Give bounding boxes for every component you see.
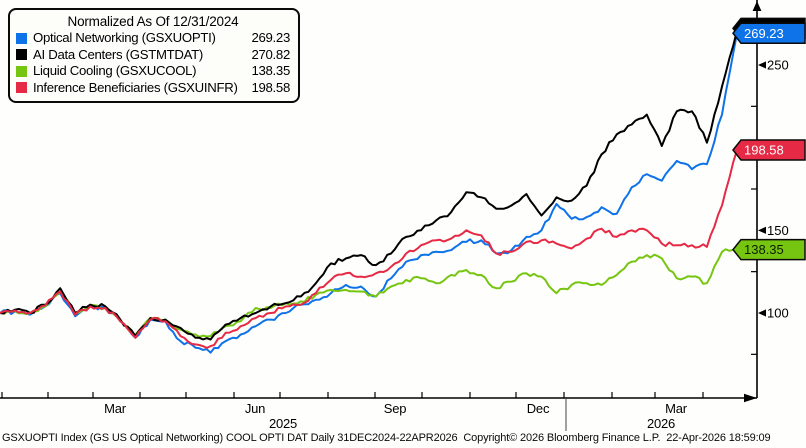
- legend-box: Normalized As Of 12/31/2024 Optical Netw…: [8, 8, 300, 103]
- x-axis-year-label: 2025: [268, 416, 298, 431]
- y-axis-tick-label: 250: [767, 58, 789, 73]
- legend-item: Optical Networking (GSXUOPTI) 269.23: [16, 30, 290, 47]
- legend-title: Normalized As Of 12/31/2024: [67, 14, 239, 29]
- legend-series-label: Inference Beneficiaries (GSXUINFR): [33, 79, 238, 95]
- y-axis-tick-arrow-icon: [758, 61, 766, 69]
- legend-series-value: 138.35: [251, 63, 290, 78]
- legend-series-value: 198.58: [251, 79, 290, 95]
- series-line-inference-beneficiaries: [0, 149, 738, 349]
- legend-series-label: Optical Networking (GSXUOPTI): [33, 30, 216, 45]
- legend-series-value: 269.23: [251, 30, 290, 45]
- legend-series-label: Liquid Cooling (GSXUCOOL): [33, 63, 197, 78]
- x-axis-month-label: Mar: [665, 401, 687, 416]
- legend-item: AI Data Centers (GSTMTDAT) 270.82: [16, 47, 290, 64]
- y-axis-tick-arrow-icon: [758, 309, 766, 317]
- legend-color-swatch: [16, 82, 27, 94]
- price-tag-value: 198.58: [744, 143, 784, 158]
- x-axis-month-label: Mar: [104, 401, 126, 416]
- footer-text: GSXUOPTI Index (GS US Optical Networking…: [2, 432, 771, 444]
- price-tag: [732, 22, 806, 44]
- y-axis-tick-arrow-icon: [758, 226, 766, 234]
- y-axis-arrow-icon: [752, 1, 762, 11]
- x-axis-year-label: 2026: [646, 416, 676, 431]
- legend-color-swatch: [16, 32, 27, 44]
- x-axis-month-label: Sep: [383, 401, 407, 416]
- legend-color-swatch: [16, 49, 27, 61]
- legend-rows: Optical Networking (GSXUOPTI) 269.23 AI Da…: [16, 30, 290, 96]
- y-axis-tick-label: 150: [767, 223, 789, 238]
- price-tag-value: 269.23: [744, 26, 784, 41]
- legend-series-label: AI Data Centers (GSTMTDAT): [33, 46, 204, 62]
- price-tag: [732, 238, 806, 261]
- legend-item: Liquid Cooling (GSXUCOOL) 138.35: [16, 63, 290, 80]
- x-axis-arrow-icon: [744, 393, 757, 403]
- y-axis-tick-label: 100: [767, 306, 789, 321]
- legend-series-value: 270.82: [251, 46, 290, 62]
- x-axis-month-label: Dec: [526, 401, 550, 416]
- legend-color-swatch: [16, 65, 27, 77]
- price-tag: [732, 139, 806, 161]
- legend-item: Inference Beneficiaries (GSXUINFR) 198.58: [16, 80, 290, 97]
- price-tag-value: 138.35: [744, 242, 784, 257]
- x-axis-month-label: Jun: [244, 401, 266, 416]
